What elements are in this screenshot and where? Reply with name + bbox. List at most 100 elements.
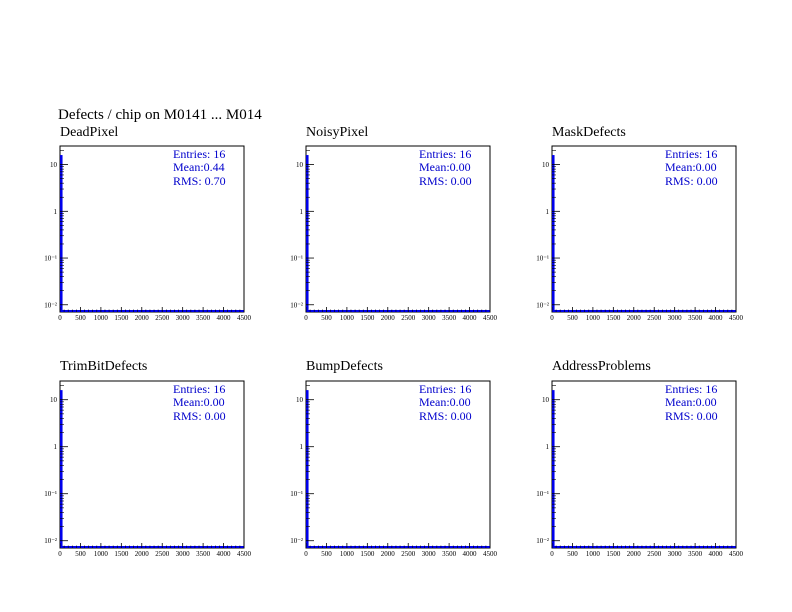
x-tick-label: 500 (321, 314, 332, 322)
x-tick-label: 1500 (114, 550, 129, 558)
y-tick-label: 10⁻¹ (536, 255, 549, 263)
x-tick-label: 1500 (606, 314, 621, 322)
y-tick-label: 10 (50, 161, 58, 169)
stats-entries: Entries: 16 (173, 382, 225, 396)
x-tick-label: 500 (567, 550, 578, 558)
x-tick-label: 0 (58, 314, 62, 322)
stats-entries: Entries: 16 (665, 382, 717, 396)
stats-mean: Mean:0.00 (173, 395, 225, 409)
histogram-bar (552, 390, 555, 548)
x-tick-label: 4500 (237, 314, 252, 322)
histogram-bar (306, 390, 309, 548)
y-tick-label: 1 (546, 443, 550, 451)
y-tick-label: 10⁻¹ (44, 490, 57, 498)
x-tick-label: 4000 (709, 314, 724, 322)
x-tick-label: 2000 (627, 314, 642, 322)
histogram-bar (60, 155, 63, 312)
stats-rms: RMS: 0.00 (665, 174, 718, 188)
panel-title: BumpDefects (306, 359, 383, 374)
y-tick-label: 10 (296, 161, 304, 169)
x-tick-label: 3000 (422, 550, 437, 558)
x-tick-label: 3500 (688, 314, 703, 322)
x-tick-label: 3500 (196, 314, 211, 322)
x-tick-label: 4500 (729, 314, 744, 322)
x-tick-label: 1500 (114, 314, 129, 322)
stats-entries: Entries: 16 (419, 147, 471, 161)
y-tick-label: 10⁻² (536, 537, 549, 545)
y-tick-label: 1 (300, 443, 304, 451)
x-tick-label: 2000 (135, 314, 150, 322)
x-tick-label: 4000 (463, 550, 478, 558)
x-tick-label: 2000 (627, 550, 642, 558)
x-tick-label: 1000 (94, 314, 109, 322)
x-tick-label: 4500 (729, 550, 744, 558)
x-tick-label: 0 (550, 550, 554, 558)
x-tick-label: 1500 (360, 550, 375, 558)
x-tick-label: 1000 (340, 550, 355, 558)
x-tick-label: 1000 (340, 314, 355, 322)
x-tick-label: 1000 (94, 550, 109, 558)
stats-entries: Entries: 16 (419, 382, 471, 396)
histogram-panel-noisypixel: NoisyPixel Entries: 16 Mean:0.00 RMS: 0.… (290, 125, 497, 322)
page-title: Defects / chip on M0141 ... M014 (58, 107, 262, 123)
histogram-bar (60, 390, 63, 548)
x-tick-label: 2000 (381, 550, 396, 558)
y-tick-label: 10⁻² (290, 301, 303, 309)
x-tick-label: 2500 (647, 314, 662, 322)
x-tick-label: 2000 (381, 314, 396, 322)
y-tick-label: 10⁻² (536, 301, 549, 309)
x-tick-label: 3500 (196, 550, 211, 558)
x-tick-label: 4500 (237, 550, 252, 558)
stats-mean: Mean:0.00 (665, 395, 717, 409)
stats-rms: RMS: 0.00 (173, 409, 226, 423)
x-tick-label: 3000 (176, 550, 191, 558)
y-tick-label: 1 (54, 208, 58, 216)
stats-mean: Mean:0.00 (419, 160, 471, 174)
histogram-panel-deadpixel: DeadPixel Entries: 16 Mean:0.44 RMS: 0.7… (44, 125, 251, 322)
x-tick-label: 4000 (217, 314, 232, 322)
x-tick-label: 2500 (155, 314, 170, 322)
stats-rms: RMS: 0.00 (419, 174, 472, 188)
y-tick-label: 1 (300, 208, 304, 216)
x-tick-label: 2500 (401, 550, 416, 558)
panel-title: MaskDefects (552, 125, 626, 140)
x-tick-label: 2500 (647, 550, 662, 558)
y-tick-label: 10⁻¹ (290, 490, 303, 498)
x-tick-label: 4500 (483, 550, 498, 558)
y-tick-label: 10 (542, 161, 550, 169)
x-tick-label: 3000 (176, 314, 191, 322)
x-tick-label: 3000 (668, 550, 683, 558)
x-tick-label: 3500 (442, 550, 457, 558)
x-tick-label: 3500 (442, 314, 457, 322)
y-tick-label: 1 (54, 443, 58, 451)
histogram-panel-bumpdefects: BumpDefects Entries: 16 Mean:0.00 RMS: 0… (290, 359, 497, 558)
x-tick-label: 2500 (155, 550, 170, 558)
y-tick-label: 10⁻² (44, 537, 57, 545)
stats-rms: RMS: 0.70 (173, 174, 226, 188)
y-tick-label: 10 (50, 396, 58, 404)
panel-title: DeadPixel (60, 125, 118, 140)
stats-mean: Mean:0.44 (173, 160, 225, 174)
panel-title: NoisyPixel (306, 125, 368, 140)
x-tick-label: 4000 (217, 550, 232, 558)
histogram-bar (552, 155, 555, 312)
x-tick-label: 0 (304, 314, 308, 322)
x-tick-label: 4000 (463, 314, 478, 322)
x-tick-label: 1500 (606, 550, 621, 558)
y-tick-label: 10⁻¹ (44, 255, 57, 263)
histogram-panel-maskdefects: MaskDefects Entries: 16 Mean:0.00 RMS: 0… (536, 125, 743, 322)
y-tick-label: 10⁻² (44, 301, 57, 309)
x-tick-label: 1000 (586, 314, 601, 322)
x-tick-label: 500 (75, 314, 86, 322)
x-tick-label: 3500 (688, 550, 703, 558)
y-tick-label: 10⁻¹ (290, 255, 303, 263)
x-tick-label: 3000 (422, 314, 437, 322)
histogram-panel-addressproblems: AddressProblems Entries: 16 Mean:0.00 RM… (536, 359, 743, 558)
stats-mean: Mean:0.00 (419, 395, 471, 409)
y-tick-label: 10⁻¹ (536, 490, 549, 498)
y-tick-label: 1 (546, 208, 550, 216)
y-tick-label: 10 (296, 396, 304, 404)
stats-entries: Entries: 16 (665, 147, 717, 161)
x-tick-label: 2500 (401, 314, 416, 322)
